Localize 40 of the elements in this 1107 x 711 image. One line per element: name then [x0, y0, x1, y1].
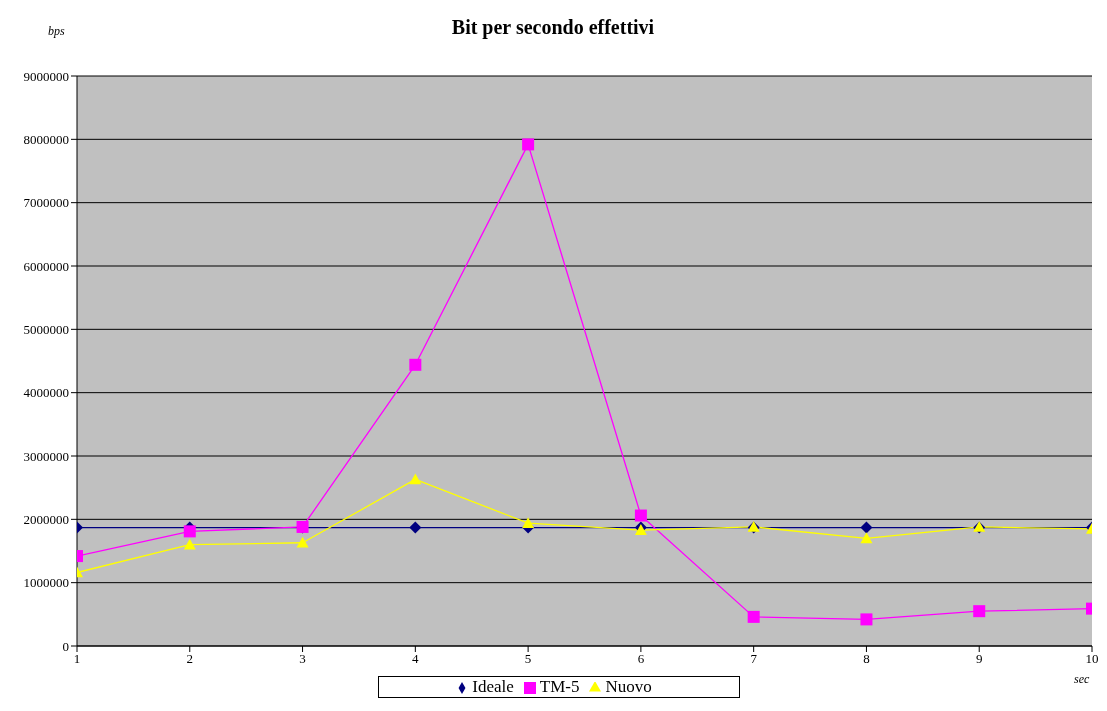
- y-tick-label: 0: [62, 638, 69, 654]
- y-tick-label: 9000000: [23, 68, 69, 84]
- point: [409, 358, 422, 371]
- chart-title: Bit per secondo effettivi: [451, 16, 655, 38]
- x-tick-label: 7: [750, 651, 758, 667]
- x-tick-label: 2: [186, 651, 194, 667]
- y-tick-label: 7000000: [23, 195, 69, 211]
- x-tick-label: 8: [863, 651, 870, 667]
- point: [860, 521, 873, 534]
- x-tick-label: 6: [637, 651, 645, 667]
- x-tick-label: 1: [73, 651, 81, 667]
- y-tick-label: 8000000: [23, 131, 69, 147]
- x-tick-label: 9: [975, 651, 983, 667]
- point: [860, 613, 873, 626]
- x-axis-title: sec: [1074, 672, 1090, 687]
- point: [296, 536, 309, 548]
- y-tick-label: 5000000: [23, 321, 69, 337]
- point: [973, 605, 986, 618]
- legend-label: Nuovo: [605, 677, 652, 696]
- y-tick-label: 4000000: [23, 385, 69, 401]
- x-tick-label: 5: [524, 651, 532, 667]
- point: [522, 517, 535, 528]
- y-tick-label: 6000000: [23, 258, 69, 274]
- point: [183, 538, 196, 550]
- point: [747, 610, 760, 623]
- y-tick-label: 1000000: [23, 575, 69, 591]
- point: [183, 525, 196, 538]
- y-axis-title: bps: [48, 24, 65, 39]
- y-tick-label: 3000000: [23, 448, 69, 464]
- point: [634, 509, 647, 522]
- point: [409, 521, 422, 534]
- point: [409, 473, 422, 485]
- x-tick-label: 4: [412, 651, 420, 667]
- legend-label: Ideale: [472, 677, 514, 696]
- x-tick-label: 10: [1085, 651, 1099, 667]
- legend-label: TM-5: [539, 677, 580, 696]
- y-tick-label: 2000000: [23, 511, 69, 527]
- point: [860, 532, 873, 544]
- point: [522, 138, 535, 151]
- x-tick-label: 3: [299, 651, 306, 667]
